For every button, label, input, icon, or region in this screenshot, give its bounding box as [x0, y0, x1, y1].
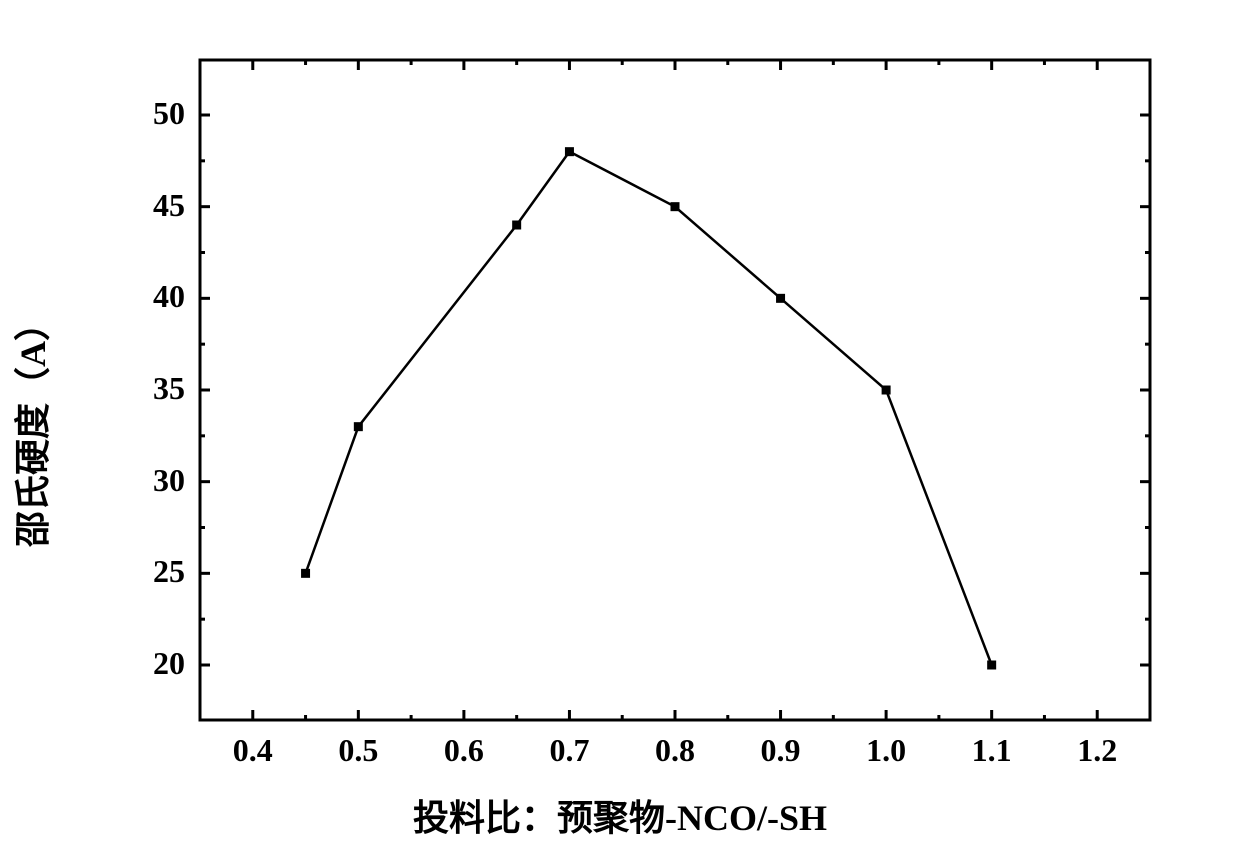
- x-axis-label: 投料比：预聚物-NCO/-SH: [413, 789, 827, 841]
- y-axis-label: 邵氏硬度（A）: [4, 305, 56, 547]
- x-tick-label: 1.2: [1062, 732, 1132, 769]
- y-tick-label: 40: [125, 278, 185, 315]
- data-marker: [565, 147, 574, 156]
- x-tick-label: 0.5: [323, 732, 393, 769]
- data-marker: [776, 294, 785, 303]
- y-tick-label: 35: [125, 370, 185, 407]
- y-tick-label: 50: [125, 95, 185, 132]
- x-tick-label: 0.4: [218, 732, 288, 769]
- data-marker: [987, 661, 996, 670]
- y-tick-label: 30: [125, 462, 185, 499]
- y-tick-label: 20: [125, 645, 185, 682]
- x-tick-label: 0.6: [429, 732, 499, 769]
- x-tick-label: 0.8: [640, 732, 710, 769]
- y-tick-label: 25: [125, 553, 185, 590]
- x-tick-label: 0.9: [746, 732, 816, 769]
- x-tick-label: 1.1: [957, 732, 1027, 769]
- data-marker: [512, 221, 521, 230]
- data-marker: [354, 422, 363, 431]
- chart-container: 邵氏硬度（A） 投料比：预聚物-NCO/-SH 0.4 0.5 0.6 0.7 0.8 0…: [0, 0, 1240, 851]
- x-tick-label: 1.0: [851, 732, 921, 769]
- y-tick-label: 45: [125, 187, 185, 224]
- chart-svg: [0, 0, 1240, 851]
- data-marker: [882, 386, 891, 395]
- data-marker: [671, 202, 680, 211]
- x-tick-label: 0.7: [534, 732, 604, 769]
- data-marker: [301, 569, 310, 578]
